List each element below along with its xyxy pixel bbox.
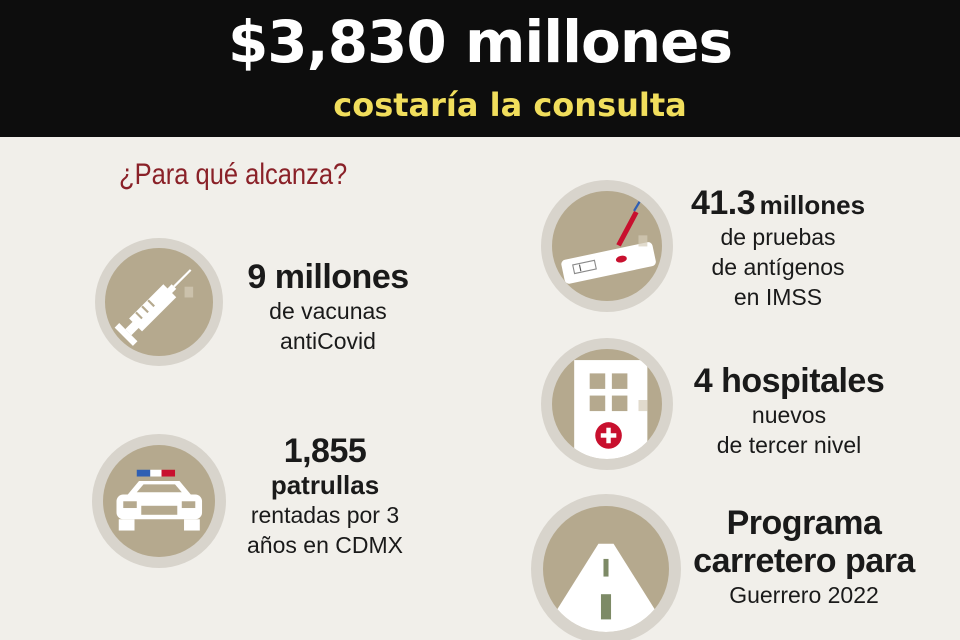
carretero-text: Programa carretero para Guerrero 2022 [676, 504, 932, 610]
syringe-badge [95, 238, 223, 366]
subline: costaría la consulta [333, 86, 687, 124]
hospital-icon [573, 359, 647, 460]
patrullas-line1: rentadas por 3 [250, 502, 400, 528]
patrullas-amount: 1,855 [283, 432, 367, 470]
section-question: ¿Para qué alcanza? [119, 158, 348, 191]
hospitales-line1: nuevos [751, 402, 827, 428]
patrullas-text: 1,855 patrullas rentadas por 3 años en C… [225, 432, 425, 560]
hospitales-line2: de tercer nivel [716, 432, 862, 458]
pruebas-line3: en IMSS [733, 284, 823, 310]
vacunas-text: 9 millones de vacunas antiCovid [230, 258, 426, 356]
header-banner: $3,830 millones costaría la consulta [0, 0, 960, 137]
carretero-line1: Guerrero 2022 [729, 582, 879, 608]
police-car-badge [92, 434, 226, 568]
vacunas-line1: de vacunas [269, 298, 387, 324]
patrullas-line2: años en CDMX [247, 532, 403, 558]
pruebas-amount: 41.3 [690, 184, 756, 222]
vacunas-amount: 9 millones [247, 258, 409, 296]
hospitales-amount: 4 hospitales [693, 362, 885, 400]
patrullas-unit: patrullas [270, 470, 380, 500]
carretero-title-line1: Programa [726, 504, 882, 542]
carretero-title-line2: carretero para [693, 542, 915, 580]
antigen-test-icon [560, 198, 656, 284]
road-badge [531, 494, 681, 640]
antigen-test-badge [541, 180, 673, 312]
headline: $3,830 millones [227, 8, 733, 76]
pruebas-unit: millones [759, 190, 866, 220]
hospital-badge [541, 338, 673, 470]
road-icon [543, 543, 669, 632]
pruebas-line2: de antígenos [711, 254, 845, 280]
police-car-icon [116, 469, 202, 531]
pruebas-text: 41.3 millones de pruebas de antígenos en… [668, 184, 888, 312]
hospitales-text: 4 hospitales nuevos de tercer nivel [684, 362, 894, 460]
syringe-icon [114, 269, 194, 347]
vacunas-line2: antiCovid [280, 328, 376, 354]
pruebas-line1: de pruebas [720, 224, 836, 250]
